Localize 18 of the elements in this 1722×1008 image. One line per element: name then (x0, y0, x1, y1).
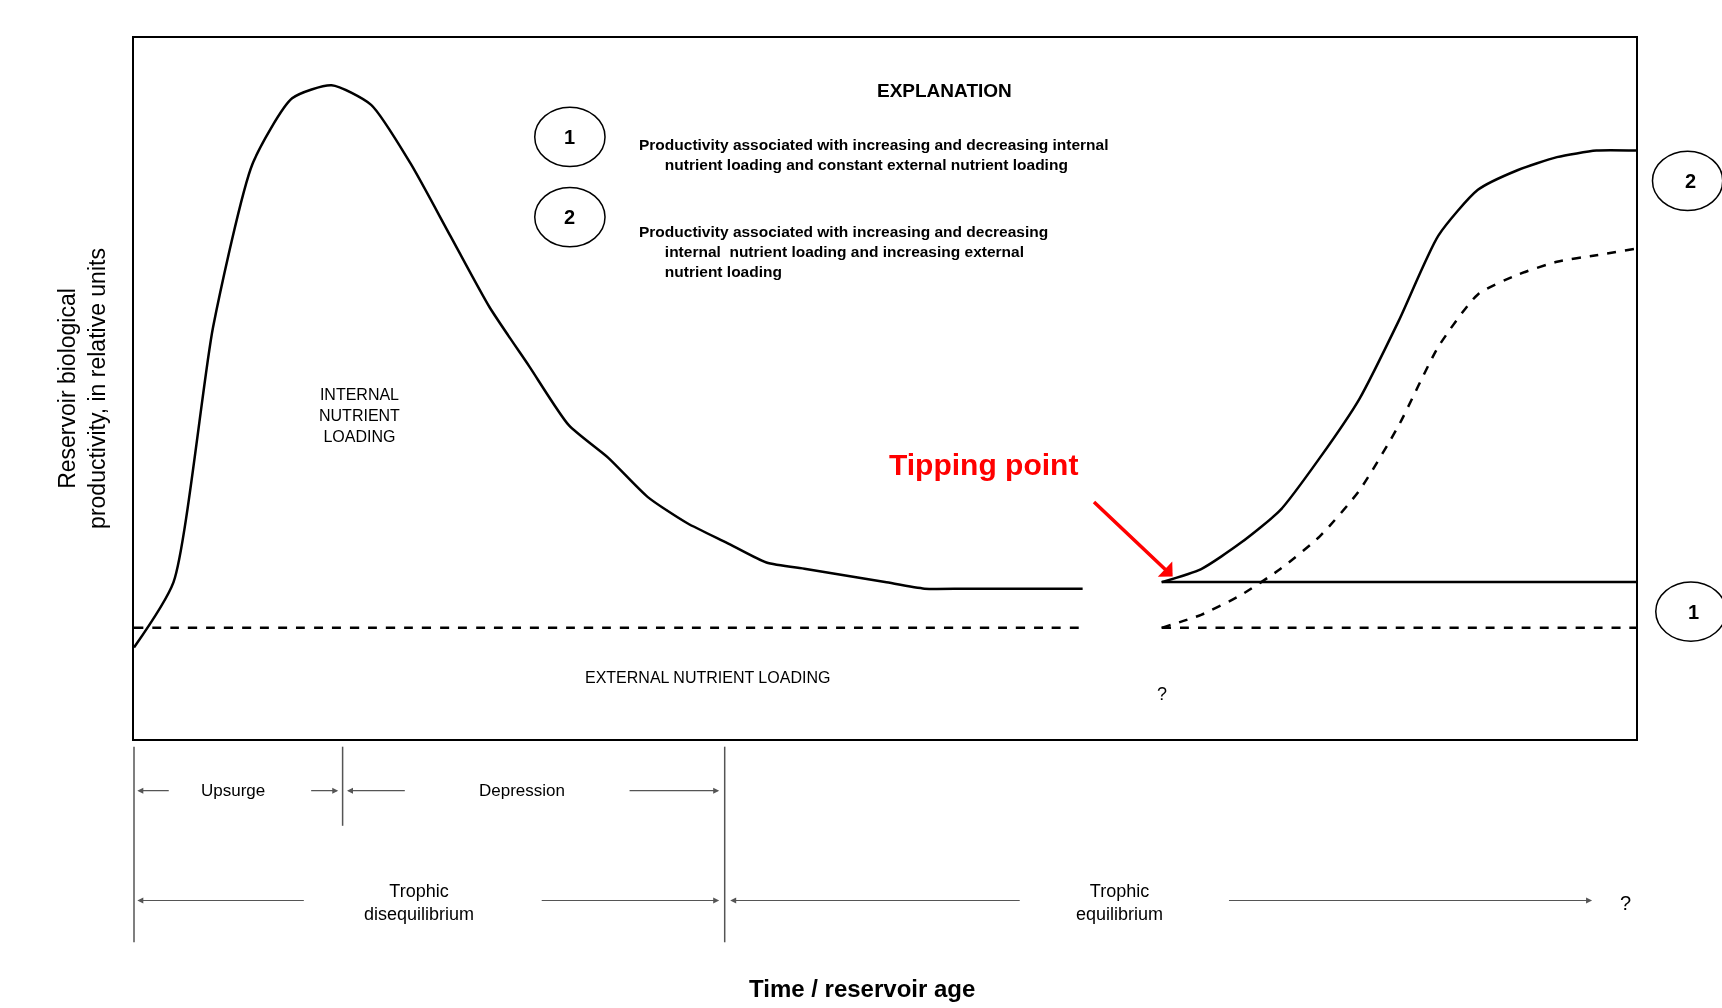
text: Time / reservoir age (749, 975, 976, 1002)
annotation: Productivity associated with increasing and decreasing internal nutrient loading and increasing external nutrient loading (639, 223, 1049, 281)
text: 2 (1685, 170, 1697, 192)
annotation: 2 (564, 206, 576, 228)
annotation: ? (1157, 684, 1168, 704)
text: Trophic disequilibrium (364, 881, 475, 925)
text: Upsurge (201, 781, 266, 800)
annotation: Tipping point (889, 448, 1079, 481)
annotation: 1 (564, 126, 576, 148)
text: Depression (479, 781, 565, 800)
y-axis-title: Reservoir biological productivity, in relative units (54, 248, 111, 529)
annotation: Productivity associated with increasing and decreasing internal nutrient loading and constant external nutrient loading (639, 136, 1109, 174)
annotation: EXTERNAL NUTRIENT LOADING (585, 669, 831, 686)
text: 1 (1688, 601, 1700, 623)
text: ? (1620, 892, 1632, 914)
annotation: INTERNAL NUTRIENT LOADING (319, 386, 401, 445)
text: Trophic equilibrium (1076, 881, 1164, 925)
annotation: EXPLANATION (877, 80, 1012, 101)
